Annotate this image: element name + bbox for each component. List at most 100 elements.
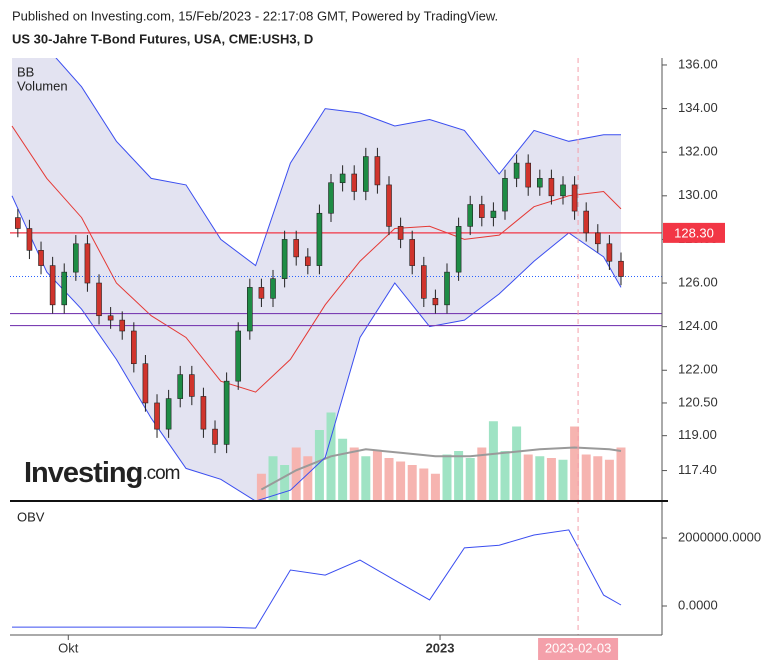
volume-bar xyxy=(338,438,348,500)
band-lower xyxy=(11,195,622,500)
obv-label: OBV xyxy=(17,509,45,524)
candle-body xyxy=(305,256,311,266)
candle-body xyxy=(363,156,369,192)
volume-bar xyxy=(396,461,406,500)
candle-body xyxy=(339,173,346,184)
logo-name: Investing xyxy=(24,457,142,489)
band-middle xyxy=(11,125,622,393)
y-tick-label: 126.00 xyxy=(678,274,718,289)
candle-body xyxy=(107,315,114,321)
candle-body xyxy=(26,228,33,251)
volume-bar xyxy=(314,430,324,500)
candle-body xyxy=(374,156,381,186)
candle-body xyxy=(281,239,288,279)
candle-body xyxy=(455,226,462,273)
candle-body xyxy=(189,374,195,397)
logo-suffix: .com xyxy=(142,463,179,484)
volume-bar xyxy=(280,465,290,500)
candle-body xyxy=(432,297,439,306)
y-tick-label: 134.00 xyxy=(678,100,718,115)
candle-body xyxy=(73,243,79,273)
candle-body xyxy=(583,210,589,234)
candle-body xyxy=(61,271,68,306)
volume-bar xyxy=(558,459,568,500)
crosshair-label-box xyxy=(538,638,619,660)
y-tick-label: 136.00 xyxy=(678,56,718,71)
y-tick-label: 122.00 xyxy=(678,362,718,377)
source-line: Published on Investing.com, 15/Feb/2023 … xyxy=(12,8,498,23)
y-tick-label: 119.00 xyxy=(678,427,717,442)
candle-body xyxy=(223,380,230,445)
volume-bar xyxy=(303,456,313,500)
candle-body xyxy=(537,178,543,188)
y-tick-label: 132.00 xyxy=(678,144,718,159)
candle-body xyxy=(490,210,497,218)
obv-tick-label: 2000000.0000 xyxy=(678,529,761,544)
candle-body xyxy=(258,287,265,299)
volume-bar xyxy=(477,447,487,500)
candle-body xyxy=(200,396,207,430)
candle-body xyxy=(293,239,300,258)
obv-tick-label: 0.0000 xyxy=(678,597,718,612)
candle-body xyxy=(165,398,172,430)
volume-bar xyxy=(442,454,452,500)
volume-bar xyxy=(430,473,440,500)
candle-body xyxy=(328,182,334,214)
chart-title: US 30-Jahre T-Bond Futures, USA, CME:USH… xyxy=(12,31,313,46)
candle-body xyxy=(142,363,149,404)
volume-average xyxy=(260,446,622,491)
y-tick-label: 117.40 xyxy=(678,462,717,477)
volume-bar xyxy=(546,458,556,500)
candle-body xyxy=(397,226,404,240)
volume-bar xyxy=(465,458,475,500)
obv-pane xyxy=(12,529,622,629)
candle-body xyxy=(606,243,613,262)
candle-body xyxy=(560,184,566,197)
candle-body xyxy=(571,184,578,212)
crosshair-label: 2023-02-03 xyxy=(545,640,612,655)
y-tick-label: 120.50 xyxy=(678,394,718,409)
volume-bar xyxy=(361,456,371,500)
candle-body xyxy=(154,402,160,430)
volume-bar xyxy=(372,451,382,500)
candle-body xyxy=(409,239,416,266)
volume-bar xyxy=(512,426,522,500)
candle-body xyxy=(421,265,427,299)
candle-body xyxy=(119,319,126,332)
band-fill xyxy=(12,58,621,500)
x-tick-label: 2023 xyxy=(426,640,455,655)
band-upper xyxy=(55,58,621,267)
candle-body xyxy=(235,330,242,382)
volume-bar xyxy=(454,451,464,500)
volume-bar xyxy=(256,473,266,500)
candle-body xyxy=(502,178,508,212)
candle-body xyxy=(84,243,91,284)
volume-bar xyxy=(268,456,278,500)
volume-bar xyxy=(349,447,359,500)
candle-body xyxy=(525,162,532,188)
volume-bar xyxy=(488,421,498,500)
volume-bar xyxy=(616,447,626,500)
candle-body xyxy=(618,260,624,277)
volume-bar xyxy=(384,458,394,500)
candle-body xyxy=(15,217,21,229)
overlay: 136.00134.00132.00130.00128.00126.00124.… xyxy=(58,56,761,660)
candle-body xyxy=(479,204,485,218)
candle-body xyxy=(444,271,450,306)
candle-body xyxy=(96,282,102,317)
volume-bar xyxy=(604,459,614,500)
y-tick-label: 124.00 xyxy=(678,318,718,333)
candle-body xyxy=(513,162,520,179)
candle-body xyxy=(270,278,276,299)
volume-bar xyxy=(419,468,429,500)
candle-body xyxy=(316,212,323,266)
volume-bar xyxy=(570,426,580,500)
price-line-label-box xyxy=(663,222,725,243)
logo: Investing.com xyxy=(24,457,180,489)
obv-line xyxy=(12,529,622,629)
candle-body xyxy=(386,184,392,227)
candle-body xyxy=(351,173,358,192)
volume-bar xyxy=(407,465,417,500)
volume-bar xyxy=(581,454,591,500)
